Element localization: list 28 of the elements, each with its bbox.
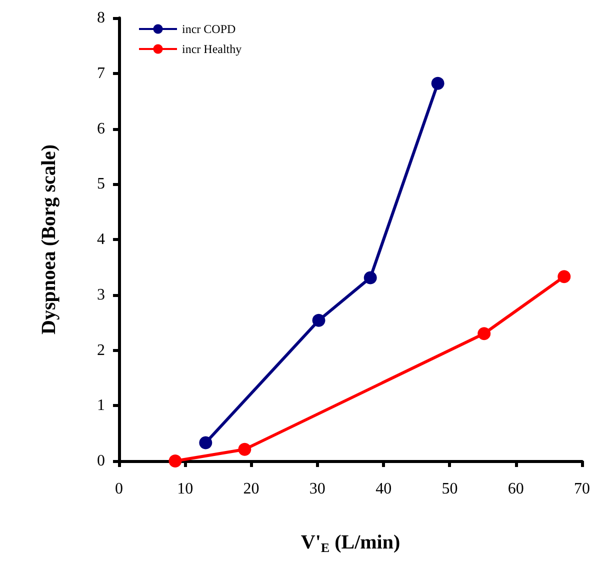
point bbox=[312, 314, 326, 327]
legend-label: incr COPD bbox=[182, 22, 236, 36]
point bbox=[478, 327, 491, 340]
y-tick-label: 5 bbox=[97, 176, 105, 193]
y-axis-title: Dyspnoea (Borg scale) bbox=[38, 144, 60, 334]
y-tick-label: 2 bbox=[97, 342, 105, 359]
x-tick-label: 40 bbox=[376, 480, 392, 498]
x-tick-label: 50 bbox=[442, 480, 458, 498]
y-tick-label: 1 bbox=[97, 397, 105, 414]
point bbox=[558, 270, 571, 284]
y-tick-label: 3 bbox=[97, 286, 105, 304]
point bbox=[238, 442, 252, 456]
point bbox=[168, 454, 182, 468]
point bbox=[364, 271, 377, 284]
y-tick-label: 4 bbox=[97, 231, 105, 248]
y-tick-label: 7 bbox=[97, 64, 105, 82]
x-tick-label: 70 bbox=[574, 480, 590, 498]
point bbox=[431, 76, 444, 90]
point bbox=[199, 436, 212, 450]
legend-label: incr Healthy bbox=[182, 42, 242, 56]
x-tick-label: 10 bbox=[177, 480, 194, 498]
x-tick-label: 60 bbox=[508, 480, 524, 498]
x-tick-label: 20 bbox=[243, 480, 260, 498]
x-tick-label: 0 bbox=[115, 480, 123, 498]
y-tick-label: 6 bbox=[97, 120, 105, 138]
y-tick-label: 8 bbox=[97, 10, 105, 26]
y-tick-label: 0 bbox=[97, 452, 105, 470]
x-tick-label: 30 bbox=[309, 480, 326, 498]
